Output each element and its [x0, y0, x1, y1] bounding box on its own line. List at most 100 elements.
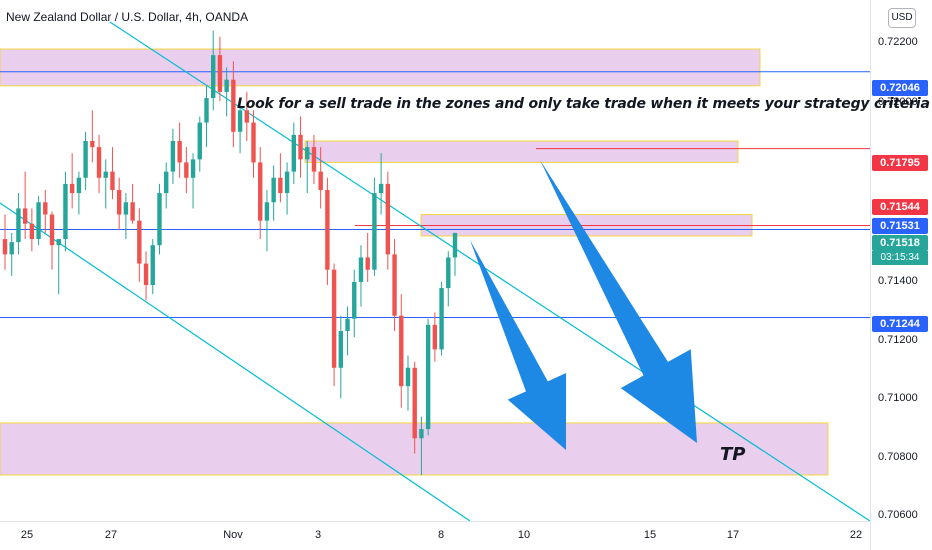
- sell-arrow-left: [470, 240, 566, 450]
- candle-body: [123, 202, 129, 215]
- candle-body: [90, 140, 95, 148]
- candle-body: [9, 242, 14, 255]
- y-tick-label: 0.71400: [878, 275, 918, 287]
- candle-body: [49, 214, 55, 246]
- sell-arrow-right: [540, 160, 697, 443]
- y-tick-label: 0.72000: [878, 96, 918, 108]
- candle-body: [298, 134, 303, 160]
- candle-body: [439, 288, 444, 350]
- price-label-blue-bottom: 0.71244: [872, 316, 928, 332]
- candle-body: [305, 147, 310, 160]
- candle-body: [69, 183, 75, 194]
- candle-body: [184, 162, 189, 178]
- candle-body: [419, 429, 424, 439]
- candle-body: [170, 140, 176, 172]
- price-label-red: 0.71544: [872, 199, 928, 215]
- last-price-label: 0.71518: [872, 235, 928, 251]
- x-tick-label: Nov: [223, 529, 243, 541]
- candle-body: [197, 122, 202, 160]
- x-tick-label: 22: [849, 529, 863, 541]
- candle-body: [378, 183, 384, 194]
- candle-body: [278, 177, 283, 194]
- candle-body: [311, 147, 317, 172]
- candle-body: [258, 162, 263, 221]
- candle-body: [405, 367, 411, 387]
- symbol-title[interactable]: New Zealand Dollar / U.S. Dollar, 4h, OA…: [6, 10, 249, 24]
- channel-upper-trendline: [109, 21, 871, 522]
- x-tick-label: 17: [726, 529, 740, 541]
- candle-body: [43, 202, 48, 215]
- candle-body: [103, 171, 108, 178]
- candle-body: [399, 315, 404, 387]
- candle-body: [352, 281, 357, 319]
- y-tick-label: 0.71200: [878, 334, 918, 346]
- x-tick-label: 15: [643, 529, 657, 541]
- candle-countdown: 03:15:34: [872, 251, 928, 265]
- candle-body: [224, 79, 229, 92]
- x-tick-label: 8: [437, 529, 445, 541]
- candle-body: [110, 171, 115, 191]
- y-tick-label: 0.70800: [878, 451, 918, 463]
- candle-body: [130, 202, 135, 221]
- candle-body: [372, 193, 377, 270]
- candle-body: [271, 177, 276, 203]
- candle-body: [325, 190, 330, 270]
- supply-demand-zone: [0, 48, 761, 87]
- candle-body: [412, 367, 417, 439]
- candle-body: [211, 55, 216, 99]
- x-tick-label: 25: [20, 529, 34, 541]
- candle-body: [338, 330, 344, 368]
- price-axis-border: [870, 0, 871, 550]
- annotation-note[interactable]: Look for a sell trade in the zones and o…: [237, 96, 930, 112]
- candle-body: [36, 202, 41, 240]
- candle-body: [264, 202, 270, 221]
- currency-button[interactable]: USD: [888, 8, 916, 28]
- candle-body: [217, 55, 223, 92]
- candle-body: [358, 257, 364, 282]
- candle-body: [284, 171, 290, 194]
- candle-body: [231, 79, 236, 132]
- candle-body: [318, 171, 323, 191]
- y-tick-label: 0.71000: [878, 392, 918, 404]
- candle-body: [392, 254, 397, 316]
- price-label-red-zone: 0.71795: [872, 155, 928, 171]
- candle-body: [56, 239, 61, 246]
- candle-body: [143, 263, 149, 286]
- candle-body: [244, 110, 249, 123]
- candle-body: [157, 193, 162, 246]
- candle-body: [96, 147, 102, 178]
- candle-body: [177, 140, 182, 163]
- candle-body: [16, 208, 21, 243]
- x-tick-label: 3: [314, 529, 322, 541]
- supply-demand-zone: [304, 140, 739, 163]
- candle-body: [190, 159, 196, 178]
- candle-body: [76, 177, 82, 194]
- channel-lower-trendline: [0, 202, 471, 522]
- take-profit-label[interactable]: TP: [720, 444, 746, 465]
- candle-body: [63, 183, 68, 240]
- candle-body: [116, 190, 122, 215]
- candle-body: [237, 110, 243, 132]
- x-tick-label: 27: [104, 529, 118, 541]
- y-tick-label: 0.70600: [878, 509, 918, 521]
- y-tick-label: 0.72200: [878, 36, 918, 48]
- candle-body: [291, 134, 297, 172]
- candle-body: [425, 324, 431, 430]
- candle-body: [251, 122, 256, 163]
- candle-body: [385, 183, 391, 255]
- candle-body: [137, 220, 142, 264]
- price-label-blue: 0.71531: [872, 218, 928, 234]
- candle-body: [331, 269, 337, 368]
- price-label-blue-top: 0.72046: [872, 80, 928, 96]
- x-tick-label: 10: [517, 529, 531, 541]
- candle-body: [365, 257, 370, 270]
- candle-body: [2, 239, 8, 255]
- candle-body: [22, 208, 28, 224]
- candle-body: [150, 245, 155, 286]
- candle-body: [345, 318, 350, 331]
- candle-body: [163, 171, 169, 194]
- candle-body: [29, 223, 35, 240]
- candle-body: [83, 140, 88, 178]
- candle-body: [204, 98, 209, 123]
